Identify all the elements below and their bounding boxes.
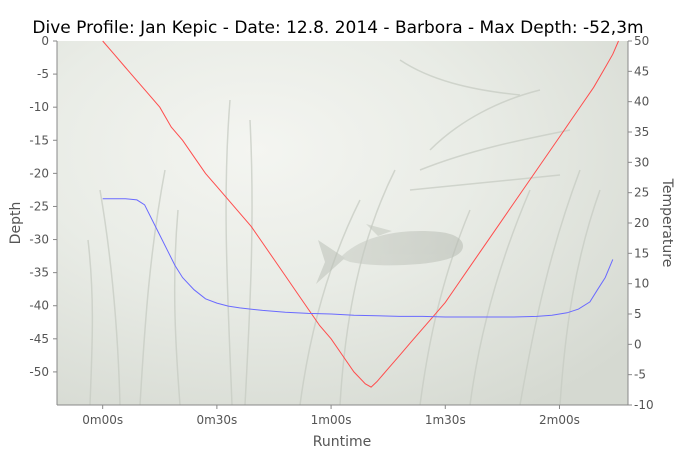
y-left-tick-label: -5 — [37, 67, 49, 81]
left-axis-ticks: 0 -5 -10 -15 -20 -25 -30 -35 -40 -45 -50 — [29, 34, 57, 379]
y-right-tick-label: 20 — [634, 216, 649, 230]
y-right-tick-label: -10 — [634, 398, 654, 412]
y-right-tick-label: 15 — [634, 246, 649, 260]
y-right-tick-label: 30 — [634, 155, 649, 169]
y-right-tick-label: 45 — [634, 64, 649, 78]
y-left-tick-label: -25 — [29, 199, 49, 213]
y-left-tick-label: -20 — [29, 166, 49, 180]
y-left-tick-label: -50 — [29, 365, 49, 379]
y-right-tick-label: 0 — [634, 337, 642, 351]
y-axis-left-title: Depth — [8, 202, 24, 245]
y-right-tick-label: 25 — [634, 186, 649, 200]
y-right-tick-label: 5 — [634, 307, 642, 321]
y-left-tick-label: -45 — [29, 332, 49, 346]
depth-line — [102, 40, 619, 388]
y-right-tick-label: 35 — [634, 125, 649, 139]
y-left-tick-label: -40 — [29, 299, 49, 313]
y-right-tick-label: -5 — [634, 368, 646, 382]
temperature-line — [102, 198, 614, 318]
y-right-tick-label: 40 — [634, 95, 649, 109]
y-left-tick-label: -35 — [29, 266, 49, 280]
y-left-tick-label: -10 — [29, 100, 49, 114]
x-axis-ticks: 0m00s 0m30s 1m00s 1m30s 2m00s — [82, 405, 580, 427]
chart-title: Dive Profile: Jan Kepic - Date: 12.8. 20… — [32, 18, 643, 38]
y-left-tick-label: -15 — [29, 133, 49, 147]
plot-background — [57, 41, 628, 406]
y-left-tick-label: 0 — [41, 34, 49, 48]
x-tick-label: 0m00s — [82, 413, 123, 427]
series-layer — [102, 40, 619, 388]
x-tick-label: 1m30s — [425, 413, 466, 427]
y-right-tick-label: 10 — [634, 277, 649, 291]
x-tick-label: 2m00s — [539, 413, 580, 427]
x-tick-label: 0m30s — [196, 413, 237, 427]
y-left-tick-label: -30 — [29, 233, 49, 247]
y-axis-right-title: Temperature — [659, 178, 675, 268]
x-axis-title: Runtime — [313, 434, 371, 450]
x-tick-label: 1m00s — [311, 413, 352, 427]
y-right-tick-label: 50 — [634, 34, 649, 48]
fish-silhouette — [316, 224, 464, 284]
